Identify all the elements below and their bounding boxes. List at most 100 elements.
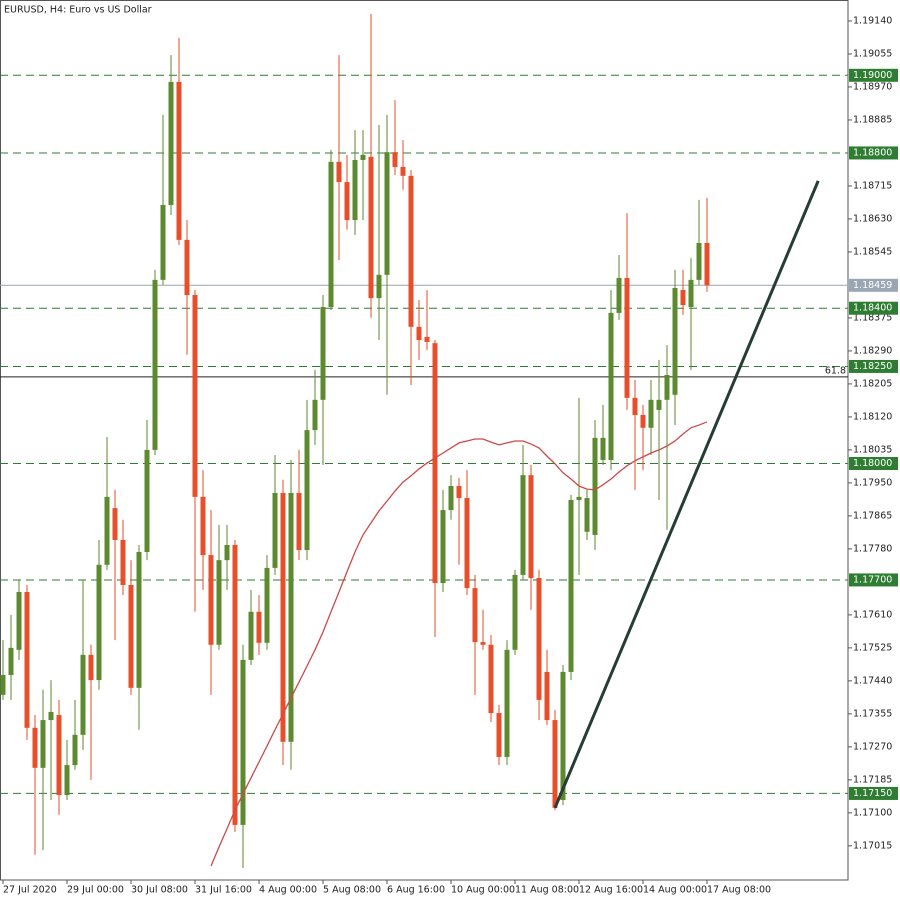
candle-body	[512, 574, 518, 650]
level-label: 1.18000	[853, 458, 892, 469]
candle-body	[480, 642, 486, 645]
x-tick-label: 12 Aug 16:00	[579, 885, 643, 896]
candle-body	[688, 279, 694, 308]
current-price-label: 1.18459	[853, 280, 892, 291]
level-label-bg	[849, 456, 898, 470]
candle-body	[400, 166, 406, 176]
x-tick-label: 17 Aug 08:00	[707, 885, 771, 896]
candle-body	[16, 591, 22, 650]
y-tick-label: 1.18545	[853, 246, 892, 257]
candle-body	[600, 437, 606, 460]
candle-body	[112, 508, 118, 540]
candle-body	[576, 496, 582, 500]
candle-body	[696, 242, 702, 280]
y-tick-label: 1.17270	[853, 741, 892, 752]
candle-body	[408, 175, 414, 327]
candle-body	[160, 204, 166, 280]
candle-body	[328, 161, 334, 308]
x-tick-label: 4 Aug 00:00	[259, 885, 317, 896]
candle-body	[528, 475, 534, 578]
candle-body	[552, 720, 558, 808]
candle-body	[80, 654, 86, 735]
candle-body	[456, 485, 462, 499]
candle-body	[256, 611, 262, 643]
candle-body	[624, 277, 630, 398]
candle-body	[64, 765, 70, 795]
candle-body	[144, 449, 150, 552]
levels-layer	[0, 74, 848, 794]
candle-body	[176, 81, 182, 240]
candle-body	[200, 496, 206, 556]
candle-body	[224, 545, 230, 561]
y-tick-label: 1.17015	[853, 840, 892, 851]
candle-body	[96, 564, 102, 681]
current-price-bg	[849, 278, 898, 292]
candle-body	[248, 611, 254, 660]
level-label-bg	[849, 359, 898, 373]
candle-body	[608, 312, 614, 460]
level-label-bg	[849, 301, 898, 315]
candle-body	[296, 492, 302, 551]
candle-body	[640, 414, 646, 428]
level-label: 1.17700	[853, 574, 892, 585]
candle-body	[168, 81, 174, 205]
candle-body	[272, 492, 278, 568]
candle-body	[472, 588, 478, 643]
candle-body	[8, 647, 14, 676]
candle-body	[384, 152, 390, 275]
candle-body	[544, 671, 550, 721]
candle-body	[368, 156, 374, 299]
candle-body	[352, 159, 358, 221]
candle-body	[432, 343, 438, 584]
level-label: 1.19000	[853, 70, 892, 81]
candle-body	[584, 498, 590, 532]
candle-body	[128, 584, 134, 688]
candle-body	[648, 399, 654, 428]
x-tick-label: 30 Jul 08:00	[131, 885, 188, 896]
candle-body	[448, 485, 454, 511]
candle-body	[360, 154, 366, 160]
y-tick-label: 1.17185	[853, 774, 892, 785]
candle-body	[376, 274, 382, 299]
y-tick-label: 1.17355	[853, 708, 892, 719]
candle-body	[664, 374, 670, 400]
y-tick-label: 1.18035	[853, 444, 892, 455]
y-tick-label: 1.17100	[853, 807, 892, 818]
candle-body	[240, 659, 246, 825]
candle-body	[152, 279, 158, 450]
candle-body	[24, 591, 30, 728]
y-tick-label: 1.18885	[853, 114, 892, 125]
y-tick-label: 1.18290	[853, 345, 892, 356]
candle-body	[288, 492, 294, 742]
overlay-layer: 61.8	[210, 180, 846, 867]
candle-body	[264, 567, 270, 643]
y-tick-label: 1.17525	[853, 642, 892, 653]
candle-body	[392, 152, 398, 167]
candle-body	[40, 720, 46, 768]
y-tick-label: 1.17440	[853, 675, 892, 686]
candle-body	[184, 239, 190, 296]
x-tick-label: 6 Aug 16:00	[387, 885, 445, 896]
candle-body	[312, 399, 318, 431]
trendline	[553, 180, 820, 809]
candle-body	[440, 510, 446, 584]
candle-body	[304, 430, 310, 551]
candle-body	[88, 654, 94, 681]
candle-body	[424, 336, 430, 342]
candle-body	[680, 289, 686, 306]
candle-body	[464, 498, 470, 589]
level-label: 1.17150	[853, 788, 892, 799]
candle-body	[592, 437, 598, 535]
candle-body	[208, 555, 214, 645]
y-tick-label: 1.17950	[853, 477, 892, 488]
candle-body	[344, 182, 350, 221]
level-label: 1.18250	[853, 361, 892, 372]
candles-layer	[0, 13, 710, 868]
candle-body	[672, 288, 678, 395]
level-label-bg	[849, 146, 898, 160]
x-tick-label: 11 Aug 08:00	[515, 885, 579, 896]
level-label-bg	[849, 573, 898, 587]
candle-body	[0, 675, 6, 695]
